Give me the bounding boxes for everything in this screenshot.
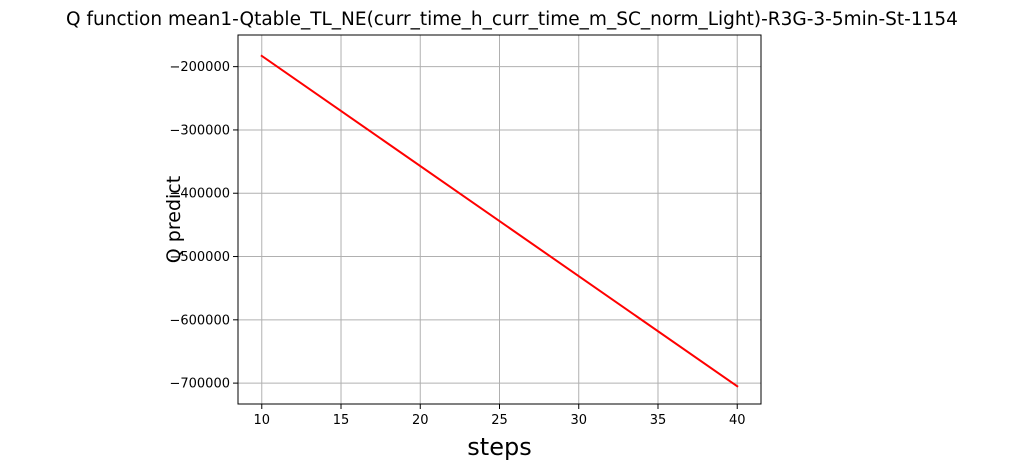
x-tick-label: 40 bbox=[729, 413, 746, 428]
y-tick-label: −300000 bbox=[169, 123, 230, 138]
chart-title: Q function mean1-Qtable_TL_NE(curr_time_… bbox=[66, 9, 958, 30]
x-axis-label: steps bbox=[467, 433, 531, 461]
y-tick-label: −400000 bbox=[169, 187, 230, 202]
x-axis: 10 15 20 25 30 35 40 bbox=[253, 404, 746, 428]
y-axis-label: Q predict bbox=[163, 176, 185, 263]
series-line bbox=[260, 54, 739, 388]
grid-lines bbox=[238, 35, 761, 404]
x-tick-label: 30 bbox=[570, 413, 587, 428]
plot-frame bbox=[237, 34, 762, 405]
y-tick-label: −600000 bbox=[169, 313, 230, 328]
x-tick-label: 25 bbox=[491, 413, 508, 428]
y-axis: −200000 −300000 −400000 −500000 −600000 −7000… bbox=[169, 60, 238, 392]
y-tick-label: −200000 bbox=[169, 60, 230, 75]
x-tick-label: 20 bbox=[412, 413, 429, 428]
y-tick-label: −700000 bbox=[169, 377, 230, 392]
x-tick-label: 15 bbox=[333, 413, 350, 428]
y-tick-label: −500000 bbox=[169, 250, 230, 265]
x-tick-label: 10 bbox=[253, 413, 270, 428]
data-series bbox=[260, 54, 739, 388]
x-tick-label: 35 bbox=[650, 413, 667, 428]
